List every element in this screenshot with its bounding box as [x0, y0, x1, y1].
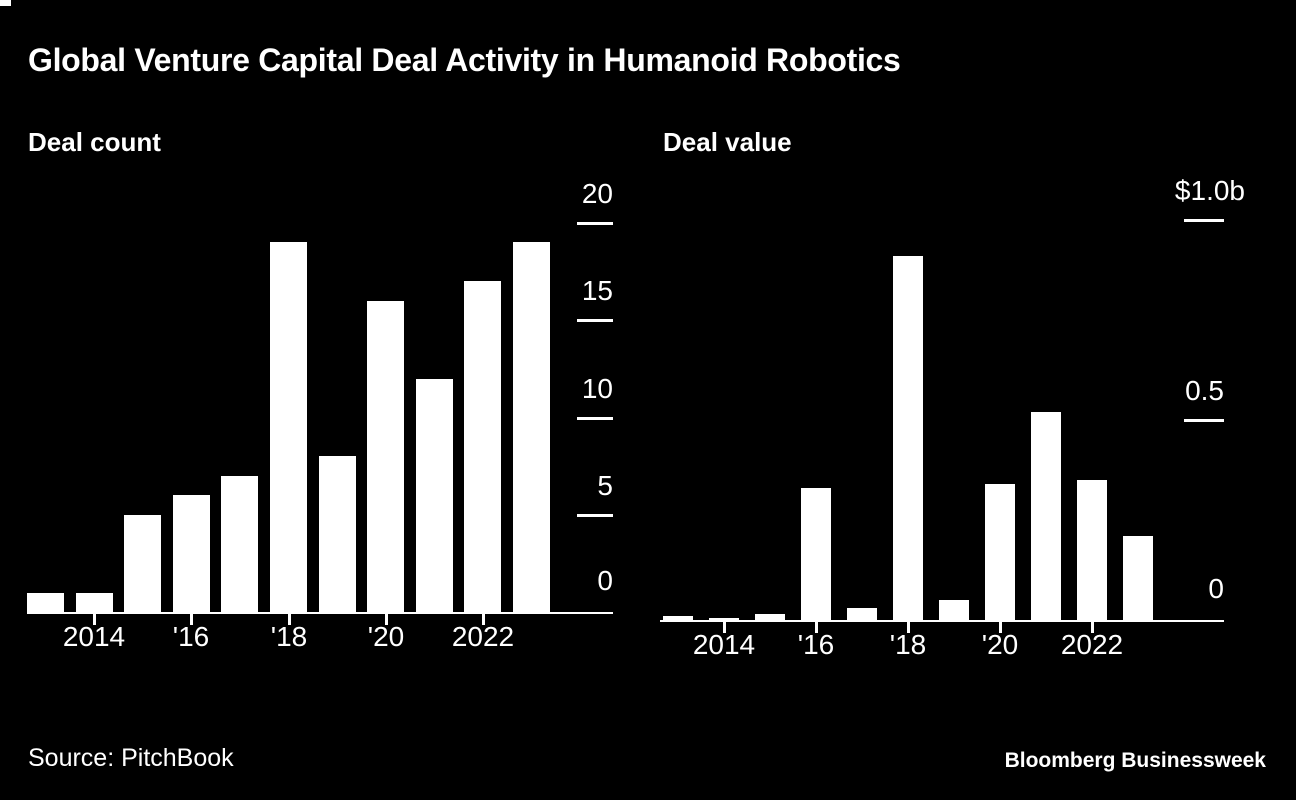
chart-title: Global Venture Capital Deal Activity in … — [28, 42, 901, 78]
bar-2019 — [319, 456, 356, 612]
x-tick-dash — [190, 614, 193, 625]
y-tick-label: $1.0b — [1174, 175, 1245, 206]
bar-2015 — [124, 515, 161, 612]
bar-2013 — [663, 616, 693, 620]
y-tick-label: 0 — [1208, 573, 1224, 604]
y-tick-label: 5 — [597, 470, 613, 501]
publication-credit: Bloomberg Businessweek — [1004, 749, 1266, 772]
bar-2016 — [173, 495, 210, 612]
x-tick-dash — [288, 614, 291, 625]
deal-count-label: Deal count — [28, 127, 161, 157]
x-axis-line — [660, 620, 1224, 622]
bar-2013 — [27, 593, 64, 612]
bar-2020 — [367, 301, 404, 612]
x-tick-dash — [907, 622, 910, 633]
x-tick-dash — [93, 614, 96, 625]
y-tick-label: 0 — [597, 565, 613, 596]
bar-2014 — [709, 618, 739, 620]
bar-2018 — [893, 256, 923, 620]
bar-2020 — [985, 484, 1015, 620]
bar-2017 — [221, 476, 258, 612]
y-tick-dash — [1184, 419, 1224, 422]
x-tick-dash — [999, 622, 1002, 633]
deal-value-label: Deal value — [663, 127, 792, 157]
bar-2016 — [801, 488, 831, 620]
y-tick-label: 15 — [581, 275, 613, 306]
bar-2021 — [416, 379, 453, 612]
x-tick-label: 2014 — [62, 621, 126, 652]
x-tick-label: '18 — [270, 621, 308, 652]
y-tick-dash — [577, 514, 613, 517]
y-tick-dash — [577, 222, 613, 225]
y-tick-dash — [577, 417, 613, 420]
x-tick-label: '20 — [367, 621, 405, 652]
bar-2015 — [755, 614, 785, 620]
x-tick-label: '20 — [981, 629, 1019, 660]
x-tick-dash — [482, 614, 485, 625]
bar-2023 — [513, 242, 550, 612]
y-tick-label: 20 — [581, 178, 613, 209]
x-tick-label: 2022 — [451, 621, 515, 652]
y-tick-dash — [577, 319, 613, 322]
bar-2018 — [270, 242, 307, 612]
bar-2017 — [847, 608, 877, 620]
bar-2023 — [1123, 536, 1153, 620]
x-axis-line — [27, 612, 613, 614]
x-tick-label: '16 — [172, 621, 210, 652]
bar-2014 — [76, 593, 113, 612]
y-tick-label: 10 — [581, 373, 613, 404]
bar-2021 — [1031, 412, 1061, 620]
bar-2022 — [1077, 480, 1107, 620]
x-tick-label: 2022 — [1060, 629, 1124, 660]
x-tick-dash — [723, 622, 726, 633]
bar-2022 — [464, 281, 501, 612]
bar-2019 — [939, 600, 969, 620]
corner-mark — [0, 0, 11, 6]
x-tick-label: '18 — [889, 629, 927, 660]
x-tick-dash — [1091, 622, 1094, 633]
y-tick-label: 0.5 — [1185, 375, 1224, 406]
x-tick-label: '16 — [797, 629, 835, 660]
x-tick-label: 2014 — [692, 629, 756, 660]
x-tick-dash — [385, 614, 388, 625]
y-tick-dash — [1184, 219, 1224, 222]
source-credit: Source: PitchBook — [28, 744, 234, 772]
x-tick-dash — [815, 622, 818, 633]
